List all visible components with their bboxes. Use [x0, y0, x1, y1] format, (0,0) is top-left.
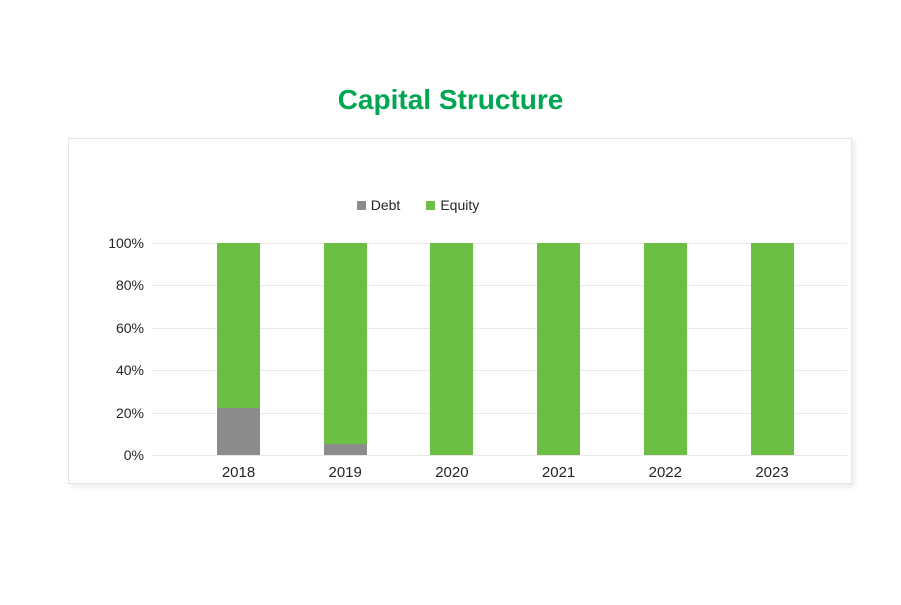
y-axis-tick-100%: 100%: [108, 235, 144, 251]
chart-legend: Debt Equity: [27, 196, 809, 214]
legend-label: Debt: [370, 197, 401, 213]
y-axis-tick-20%: 20%: [115, 404, 144, 421]
legend-item-equity: Equity: [426, 197, 479, 213]
x-axis-tick-2020: 2020: [435, 464, 469, 481]
gridline-20%: [152, 412, 847, 414]
gridline-100%: [152, 243, 847, 244]
gridline-40%: [152, 370, 847, 372]
x-axis-tick-2021: 2021: [541, 464, 576, 481]
gridline-60%: [152, 327, 847, 329]
chart-title: Capital Structure: [337, 84, 564, 115]
bar-2021-equity: [537, 243, 581, 455]
y-axis-tick-60%: 60%: [115, 319, 144, 336]
bar-2018-debt: [217, 408, 260, 455]
bar-2020-equity: [430, 243, 474, 455]
chart-panel: Debt Equity 0% 20% 40% 60% 80% 100% 2018 2019 202…: [68, 138, 852, 484]
legend-label: Equity: [440, 197, 480, 213]
y-axis-tick-80%: 80%: [115, 277, 144, 294]
bar-2022-equity: [643, 243, 687, 455]
x-axis-tick-2018: 2018: [221, 464, 256, 481]
legend-marker-equity: [426, 200, 436, 210]
gridline-0%: [152, 455, 847, 456]
bar-2023-equity: [750, 243, 794, 455]
x-axis-tick-2022: 2022: [648, 464, 682, 481]
x-axis-tick-2019: 2019: [328, 464, 362, 481]
y-axis-tick-40%: 40%: [115, 362, 144, 379]
legend-marker-debt: [356, 200, 366, 210]
gridline-80%: [152, 285, 847, 287]
legend-item-debt: Debt: [356, 197, 401, 213]
bar-2019-debt: [323, 444, 367, 455]
bar-2018-equity: [217, 243, 260, 409]
x-axis-tick-2023: 2023: [755, 464, 789, 481]
y-axis-tick-0%: 0%: [123, 447, 144, 463]
bar-2019-equity: [323, 243, 367, 445]
